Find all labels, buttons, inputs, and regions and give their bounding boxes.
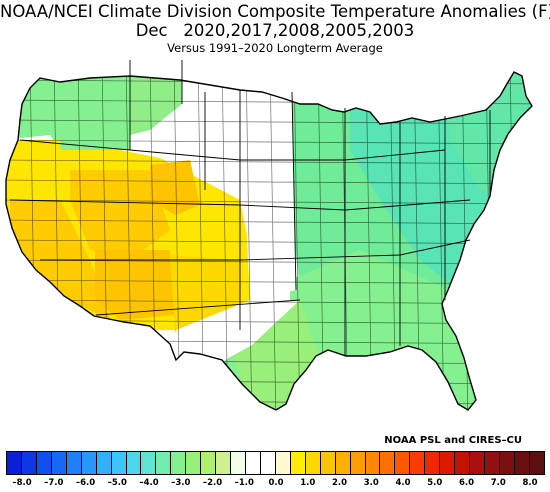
colorbar-swatch	[125, 451, 142, 475]
colorbar-tick-label: 4.0	[395, 478, 411, 488]
colorbar-tick-label: 3.0	[363, 478, 379, 488]
region-nevada-utah	[70, 170, 170, 260]
colorbar-swatch	[155, 451, 172, 475]
colorbar-swatch	[379, 451, 396, 475]
colorbar-swatch	[304, 451, 321, 475]
credit-label: NOAA PSL and CIRES–CU	[384, 435, 522, 446]
colorbar-swatch	[170, 451, 187, 475]
colorbar-tick-label: –7.0	[44, 478, 64, 488]
colorbar-swatch	[80, 451, 97, 475]
colorbar-ticks: –8.0 –7.0 –6.0 –5.0 –4.0 –3.0 –2.0 –1.0 0.0 1.0 2.…	[0, 478, 550, 492]
colorbar-tick-label: –5.0	[107, 478, 127, 488]
colorbar-tick-label: –3.0	[171, 478, 191, 488]
colorbar-swatch	[200, 451, 217, 475]
colorbar-swatch	[513, 451, 530, 475]
region-central-plains	[182, 90, 296, 300]
colorbar-swatch	[20, 451, 37, 475]
colorbar-swatch	[424, 451, 441, 475]
region-pacific-northwest	[6, 72, 130, 150]
colorbar-tick-label: 7.0	[490, 478, 506, 488]
colorbar-swatch	[110, 451, 127, 475]
region-west-texas-white	[176, 300, 300, 360]
colorbar-swatch	[95, 451, 112, 475]
colorbar-tick-label: –4.0	[139, 478, 159, 488]
colorbar-tick-label: 0.0	[268, 478, 284, 488]
colorbar-swatch	[409, 451, 426, 475]
colorbar-swatch	[454, 451, 471, 475]
colorbar-swatch	[439, 451, 456, 475]
colorbar-tick-label: 2.0	[331, 478, 348, 488]
region-arizona	[95, 250, 175, 320]
colorbar-swatch	[185, 451, 202, 475]
region-northwest-coast-yellow	[10, 140, 62, 190]
colorbar-tick-label: –6.0	[75, 478, 96, 488]
colorbar-swatch	[140, 451, 157, 475]
colorbar-swatch	[245, 451, 261, 475]
colorbar	[6, 451, 545, 475]
colorbar-swatch	[364, 451, 381, 475]
colorbar-tick-label: 8.0	[522, 478, 538, 488]
colorbar-tick-label: 5.0	[427, 478, 443, 488]
colorbar-swatch	[469, 451, 485, 475]
colorbar-swatch	[6, 451, 22, 475]
map-subtitle: Versus 1991–2020 Longterm Average	[167, 41, 383, 55]
colorbar-swatch	[65, 451, 82, 475]
colorbar-tick-label: –2.0	[202, 478, 223, 488]
map-title-dates: Dec 2020,2017,2008,2005,2003	[135, 21, 415, 40]
colorbar-swatch	[230, 451, 246, 475]
map-title: NOAA/NCEI Climate Division Composite Tem…	[0, 2, 550, 21]
colorbar-tick-label: –1.0	[234, 478, 254, 488]
colorbar-tick-label: 6.0	[458, 478, 475, 488]
colorbar-swatch	[484, 451, 500, 475]
colorbar-tick-label: –8.0	[12, 478, 32, 488]
colorbar-swatch	[274, 451, 291, 475]
colorbar-swatch	[35, 451, 52, 475]
colorbar-swatch	[319, 451, 336, 475]
colorbar-swatch	[50, 451, 67, 475]
colorbar-swatch	[215, 451, 232, 475]
colorbar-swatch	[394, 451, 411, 475]
colorbar-tick-label: 1.0	[300, 478, 316, 488]
colorbar-swatch	[289, 451, 306, 475]
colorbar-swatch	[528, 451, 545, 475]
colorbar-swatch	[259, 451, 276, 475]
colorbar-swatch	[349, 451, 366, 475]
colorbar-swatch	[498, 451, 515, 475]
colorbar-swatch	[334, 451, 351, 475]
